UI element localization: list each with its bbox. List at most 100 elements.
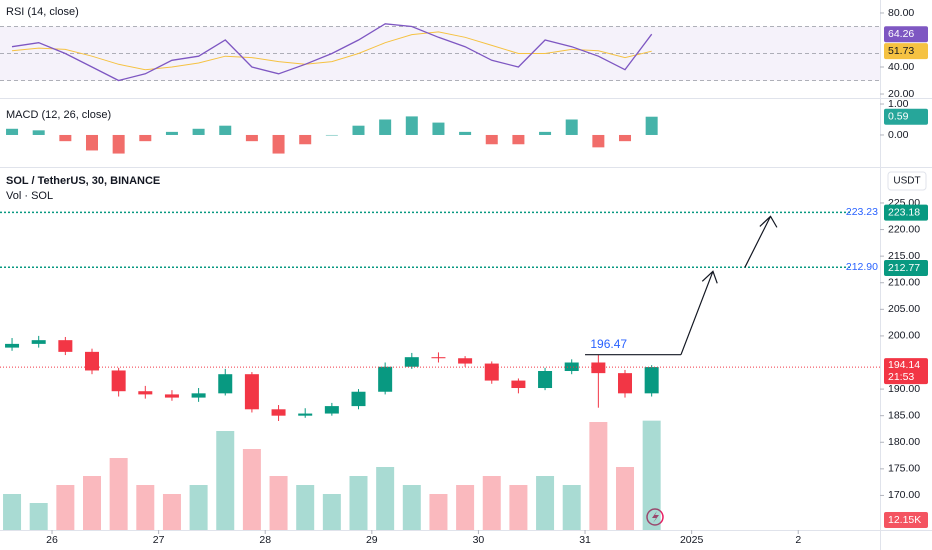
volume-bar — [109, 458, 128, 530]
macd-bar — [192, 128, 205, 135]
target-tag: 223.18 — [888, 206, 920, 218]
volume-bar — [216, 431, 235, 530]
y-tick-label: 185.00 — [888, 409, 920, 421]
candle-body — [618, 373, 633, 394]
volume-bar — [322, 494, 341, 530]
macd-bar — [405, 116, 418, 135]
candle-body — [538, 371, 553, 389]
rsi-ma-last: 51.73 — [888, 45, 914, 57]
candle-body — [324, 406, 339, 414]
last-price: 194.14 — [888, 359, 920, 371]
target-tag: 212.77 — [888, 262, 920, 274]
resistance-label: 196.47 — [590, 337, 627, 351]
macd-last: 0.59 — [888, 110, 909, 122]
candle-body — [431, 357, 446, 359]
volume-bar — [3, 494, 22, 530]
volume-bar — [376, 467, 395, 530]
volume-bar — [269, 476, 288, 530]
candle-body — [164, 394, 179, 398]
macd-bar — [352, 125, 365, 135]
volume-bar — [296, 485, 315, 530]
currency-label[interactable]: USDT — [893, 176, 920, 187]
x-tick-label: 27 — [153, 534, 165, 546]
target-tag-box — [884, 260, 928, 277]
target-level-label: 212.90 — [846, 261, 878, 273]
volume-bar — [536, 476, 555, 530]
macd-title: MACD (12, 26, close) — [6, 109, 111, 121]
candle-body — [5, 343, 20, 348]
candle-body — [511, 380, 526, 389]
candle-body — [484, 363, 499, 381]
alert-icon[interactable] — [646, 508, 664, 526]
volume-bar — [589, 422, 608, 530]
x-tick-label: 2 — [795, 534, 801, 546]
rsi-last-box — [884, 26, 928, 43]
rsi-title: RSI (14, close) — [6, 6, 79, 18]
candle-body — [218, 374, 233, 394]
macd-bar — [139, 134, 152, 142]
rsi-last: 64.26 — [888, 28, 914, 40]
price-title: SOL / TetherUS, 30, BINANCE — [6, 175, 160, 187]
macd-bar — [219, 125, 232, 135]
macd-bar — [112, 134, 125, 154]
volume-bar — [402, 485, 421, 530]
y-tick-label: 220.00 — [888, 223, 920, 235]
candle-body — [378, 366, 393, 392]
macd-bar — [619, 134, 632, 142]
y-tick-label: 180.00 — [888, 436, 920, 448]
x-tick-label: 30 — [473, 534, 485, 546]
macd-bar — [272, 134, 285, 154]
alert-bolt[interactable] — [652, 511, 659, 523]
last-price-box — [884, 358, 928, 385]
currency-button[interactable] — [887, 171, 927, 191]
candle-body — [111, 370, 126, 392]
macd-bar — [592, 134, 605, 148]
candle-body — [31, 340, 46, 344]
macd-bar — [485, 134, 498, 145]
candle-body — [644, 367, 659, 394]
target-level-label: 223.23 — [846, 206, 878, 218]
y-tick-label: 190.00 — [888, 383, 920, 395]
macd-last-box — [884, 108, 928, 125]
y-tick-label: 215.00 — [888, 250, 920, 262]
candle-body — [564, 362, 579, 372]
macd-bar — [432, 122, 445, 135]
volume-last: 12.15K — [888, 514, 921, 526]
y-tick-label: 205.00 — [888, 303, 920, 315]
candle-body — [271, 409, 286, 416]
projection-arrow — [680, 215, 778, 355]
candle-body — [351, 391, 366, 407]
x-tick-label: 29 — [366, 534, 378, 546]
x-tick-label: 28 — [259, 534, 271, 546]
volume-bar — [642, 420, 661, 530]
rsi-line — [11, 31, 652, 71]
macd-bar — [85, 134, 98, 151]
volume-bar — [456, 485, 475, 530]
candle-body — [138, 391, 153, 395]
x-tick-label: 2025 — [680, 534, 704, 546]
volume-bar — [242, 449, 261, 530]
y-tick-label: 175.00 — [888, 463, 920, 475]
y-tick-label: 210.00 — [888, 277, 920, 289]
macd-bar — [539, 131, 552, 135]
rsi-band — [0, 26, 880, 81]
candle-body — [298, 413, 313, 416]
volume-bar — [349, 476, 368, 530]
rsi-ma-last-box — [884, 43, 928, 60]
macd-bar — [379, 119, 392, 135]
macd-bar — [245, 134, 258, 142]
y-tick-label: 0.00 — [888, 129, 909, 141]
y-tick-label: 40.00 — [888, 61, 914, 73]
target-tag-box — [884, 204, 928, 221]
volume-bar — [82, 476, 101, 530]
macd-bar — [459, 131, 472, 135]
y-tick-label: 80.00 — [888, 7, 914, 19]
candle-body — [191, 393, 206, 398]
volume-bar — [482, 476, 501, 530]
macd-bar — [32, 130, 45, 135]
candle-body — [58, 340, 73, 352]
macd-bar — [6, 128, 19, 135]
volume-last-box — [884, 512, 928, 528]
